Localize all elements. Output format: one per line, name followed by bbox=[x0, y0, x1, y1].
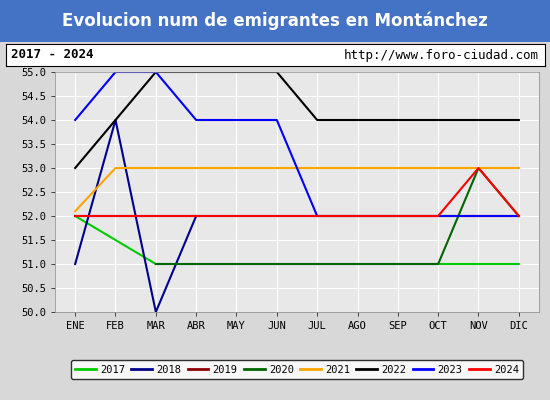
Text: Evolucion num de emigrantes en Montánchez: Evolucion num de emigrantes en Montánche… bbox=[62, 12, 488, 30]
Legend: 2017, 2018, 2019, 2020, 2021, 2022, 2023, 2024: 2017, 2018, 2019, 2020, 2021, 2022, 2023… bbox=[71, 360, 523, 379]
Text: 2017 - 2024: 2017 - 2024 bbox=[11, 48, 94, 62]
Text: http://www.foro-ciudad.com: http://www.foro-ciudad.com bbox=[344, 48, 539, 62]
